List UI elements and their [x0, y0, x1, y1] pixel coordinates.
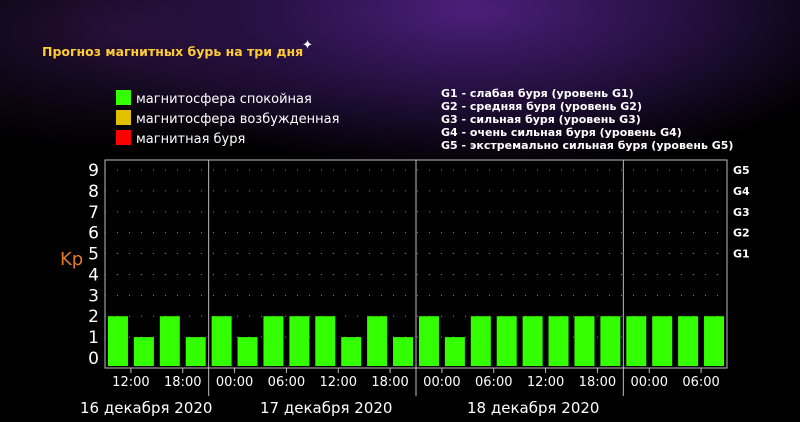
g-level-legend: G1 - слабая буря (уровень G1) G2 - средн… — [441, 87, 733, 152]
g-level-5: G5 - экстремально сильная буря (уровень … — [441, 139, 734, 152]
y-tick-label: 1 — [88, 328, 99, 348]
y-tick-label: 2 — [88, 307, 99, 327]
legend-item-storm: магнитная буря — [116, 130, 245, 147]
legend-label-calm: магнитосфера спокойная — [136, 92, 312, 107]
x-tick-label: 18:00 — [371, 375, 408, 390]
date-label-3: 18 декабря 2020 — [467, 399, 600, 417]
y-axis-label: Kp — [60, 249, 83, 270]
bar — [600, 316, 621, 366]
bar — [211, 316, 232, 366]
legend-swatch-excited — [116, 110, 131, 125]
bar — [626, 316, 647, 366]
bar — [159, 316, 180, 366]
y-tick-label: 4 — [88, 265, 99, 285]
legend-label-excited: магнитосфера возбужденная — [136, 112, 340, 127]
x-tick-label: 00:00 — [216, 375, 253, 390]
date-label-2: 17 декабря 2020 — [260, 399, 393, 417]
g-level-2: G2 - средняя буря (уровень G2) — [441, 100, 642, 113]
x-tick-label: 06:00 — [682, 375, 719, 390]
date-label-1: 16 декабря 2020 — [80, 399, 213, 417]
g-level-1: G1 - слабая буря (уровень G1) — [441, 87, 634, 100]
g-tick-label: G2 — [733, 227, 750, 240]
bar — [418, 316, 439, 366]
y-tick-label: 5 — [88, 245, 99, 265]
bar — [133, 337, 154, 366]
bar — [107, 316, 128, 366]
x-tick-label: 18:00 — [164, 375, 201, 390]
chart-title: Прогноз магнитных бурь на три дня — [42, 44, 304, 59]
bar — [548, 316, 569, 366]
y-tick-label: 8 — [88, 182, 99, 202]
bar — [704, 316, 725, 366]
bar — [341, 337, 362, 366]
legend-label-storm: магнитная буря — [136, 132, 246, 147]
y-tick-label: 0 — [88, 349, 99, 369]
legend-item-calm: магнитосфера спокойная — [116, 90, 312, 107]
x-tick-label: 06:00 — [268, 375, 305, 390]
bar — [263, 316, 284, 366]
g-tick-label: G4 — [733, 185, 750, 198]
sparkle-icon: ✦ — [302, 38, 313, 53]
x-tick-label: 12:00 — [527, 375, 564, 390]
g-tick-label: G3 — [733, 206, 750, 219]
bar — [496, 316, 517, 366]
bar — [237, 337, 258, 366]
bar — [315, 316, 336, 366]
bar — [522, 316, 543, 366]
y-tick-label: 6 — [88, 224, 99, 244]
bar — [444, 337, 465, 366]
bar — [393, 337, 414, 366]
y-tick-label: 9 — [88, 161, 99, 181]
x-tick-label: 00:00 — [631, 375, 668, 390]
x-tick-label: 06:00 — [475, 375, 512, 390]
bar — [470, 316, 491, 366]
x-tick-label: 18:00 — [579, 375, 616, 390]
legend-swatch-storm — [116, 130, 131, 145]
g-level-3: G3 - сильная буря (уровень G3) — [441, 113, 641, 126]
g-level-4: G4 - очень сильная буря (уровень G4) — [441, 126, 682, 139]
x-tick-label: 00:00 — [423, 375, 460, 390]
y-tick-label: 7 — [88, 203, 99, 223]
bar — [185, 337, 206, 366]
legend-item-excited: магнитосфера возбужденная — [116, 110, 339, 127]
g-tick-label: G1 — [733, 248, 750, 261]
x-tick-label: 12:00 — [112, 375, 149, 390]
legend-swatch-calm — [116, 90, 131, 105]
bar — [574, 316, 595, 366]
g-tick-label: G5 — [733, 164, 750, 177]
x-tick-label: 12:00 — [320, 375, 357, 390]
y-tick-label: 3 — [88, 286, 99, 306]
bar — [289, 316, 310, 366]
bar — [652, 316, 673, 366]
bar — [367, 316, 388, 366]
bar — [678, 316, 699, 366]
